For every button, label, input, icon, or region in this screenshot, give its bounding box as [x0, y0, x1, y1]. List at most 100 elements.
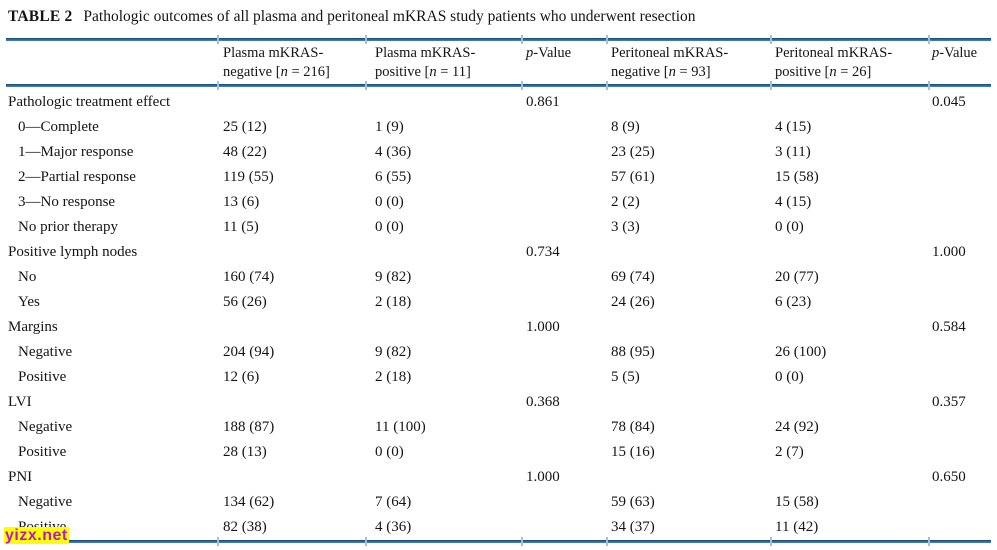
table-cell	[606, 465, 770, 490]
column-tick	[521, 537, 523, 546]
table-cell	[521, 515, 606, 540]
table-cell: 8 (9)	[611, 119, 640, 135]
table-cell: 4 (15)	[775, 119, 812, 135]
table-row: Positive 12 (6) 2 (18) 5 (5) 0 (0)	[6, 365, 991, 390]
table-cell	[365, 390, 521, 415]
row-label-sub: Negative	[18, 494, 73, 510]
column-tick	[928, 81, 930, 90]
table-cell: 1.000	[932, 244, 966, 260]
table-cell: 78 (84)	[611, 419, 655, 435]
table-cell: 0 (0)	[775, 369, 804, 385]
table-cell: 26 (100)	[775, 344, 827, 360]
table-cell	[521, 165, 606, 190]
row-label-sub: 3—No response	[18, 194, 116, 210]
table-cell	[606, 390, 770, 415]
table-cell: 3 (11)	[775, 144, 811, 160]
table-number: TABLE 2	[8, 8, 73, 25]
row-label-sub: Negative	[18, 419, 73, 435]
table-cell	[521, 115, 606, 140]
table-cell: 48 (22)	[223, 144, 267, 160]
table-cell: 0.650	[932, 469, 966, 485]
column-tick	[770, 35, 772, 44]
table-row: Positive 28 (13) 0 (0) 15 (16) 2 (7)	[6, 440, 991, 465]
table-cell	[521, 140, 606, 165]
column-header-0	[6, 44, 217, 82]
row-label-sub: 2—Partial response	[18, 169, 136, 185]
table-header-row: Plasma mKRAS-negative [n = 216] Plasma mK…	[6, 44, 991, 82]
table-cell	[521, 365, 606, 390]
row-label-category: LVI	[8, 394, 32, 410]
column-tick	[928, 537, 930, 546]
table-cell: 7 (64)	[375, 494, 412, 510]
table-row: Pathologic treatment effect 0.861 0.045	[6, 90, 991, 115]
table-cell: 12 (6)	[223, 369, 260, 385]
table-cell: 6 (23)	[775, 294, 812, 310]
table-cell: 15 (58)	[775, 169, 819, 185]
table-cell: 0.045	[932, 94, 966, 110]
rule-header-bottom	[6, 84, 991, 87]
table-row: Negative 188 (87) 11 (100) 78 (84) 24 (92)	[6, 415, 991, 440]
table-cell: 15 (16)	[611, 444, 655, 460]
table-cell	[217, 390, 365, 415]
table-cell	[928, 440, 991, 465]
table-cell	[521, 440, 606, 465]
table-cell	[928, 265, 991, 290]
table-row: Margins 1.000 0.584	[6, 315, 991, 340]
table-cell	[928, 190, 991, 215]
table-cell	[770, 90, 928, 115]
column-header-4: Peritoneal mKRAS-negative [n = 93]	[611, 45, 729, 80]
table-cell: 11 (100)	[375, 419, 426, 435]
table-cell	[365, 240, 521, 265]
table-cell: 25 (12)	[223, 119, 267, 135]
column-header-6: p-Value	[932, 45, 978, 61]
table-cell	[521, 215, 606, 240]
table-row: Negative 134 (62) 7 (64) 59 (63) 15 (58)	[6, 490, 991, 515]
table-cell: 0.734	[526, 244, 560, 260]
table-cell	[928, 365, 991, 390]
table-cell	[928, 215, 991, 240]
table-row: Negative 204 (94) 9 (82) 88 (95) 26 (100)	[6, 340, 991, 365]
table-cell: 134 (62)	[223, 494, 275, 510]
table-cell: 2 (18)	[375, 369, 412, 385]
table-cell: 188 (87)	[223, 419, 275, 435]
table-cell	[365, 465, 521, 490]
table-cell: 59 (63)	[611, 494, 655, 510]
table-cell: 1.000	[526, 469, 560, 485]
table-cell	[770, 315, 928, 340]
table-cell: 0 (0)	[775, 219, 804, 235]
table-cell	[521, 265, 606, 290]
table-cell: 20 (77)	[775, 269, 819, 285]
table-cell	[521, 340, 606, 365]
table-row: No prior therapy 11 (5) 0 (0) 3 (3) 0 (0)	[6, 215, 991, 240]
table-cell: 13 (6)	[223, 194, 260, 210]
column-header-5: Peritoneal mKRAS-positive [n = 26]	[775, 45, 893, 80]
table-row: 1—Major response 48 (22) 4 (36) 23 (25) 3 (1…	[6, 140, 991, 165]
table-cell: 1 (9)	[375, 119, 404, 135]
table-cell: 160 (74)	[223, 269, 275, 285]
column-tick	[365, 537, 367, 546]
row-label-category: Positive lymph nodes	[8, 244, 138, 260]
table-cell: 119 (55)	[223, 169, 274, 185]
column-header-3: p-Value	[526, 45, 572, 61]
table-row: Positive lymph nodes 0.734 1.000	[6, 240, 991, 265]
table-row: No 160 (74) 9 (82) 69 (74) 20 (77)	[6, 265, 991, 290]
row-label-sub: Yes	[18, 294, 40, 310]
column-tick	[606, 81, 608, 90]
table-caption: TABLE 2 Pathologic outcomes of all plasma…	[8, 7, 696, 26]
table-cell	[928, 165, 991, 190]
table-cell: 0 (0)	[375, 194, 404, 210]
row-label-sub: Positive	[18, 444, 67, 460]
table-cell: 3 (3)	[611, 219, 640, 235]
table-cell	[521, 415, 606, 440]
table-body: Pathologic treatment effect 0.861 0.045 0—C…	[6, 90, 991, 540]
column-header-1: Plasma mKRAS-negative [n = 216]	[223, 45, 330, 80]
table-cell	[928, 115, 991, 140]
table-cell: 0.861	[526, 94, 560, 110]
table-row: PNI 1.000 0.650	[6, 465, 991, 490]
table-cell: 9 (82)	[375, 344, 412, 360]
row-label-sub: Negative	[18, 344, 73, 360]
watermark: yizx.net	[4, 527, 69, 544]
column-tick	[770, 537, 772, 546]
table-cell	[770, 465, 928, 490]
